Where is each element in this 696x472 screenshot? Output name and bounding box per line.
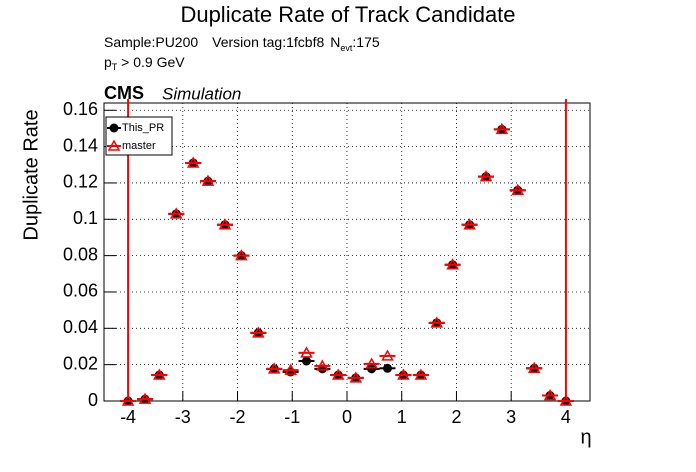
- marker: [235, 249, 248, 261]
- cut-info: pT > 0.9 GeV: [104, 54, 185, 73]
- marker: [316, 359, 329, 371]
- marker: [365, 357, 378, 369]
- plot-frame: [103, 102, 591, 402]
- y-tick-label: 0: [88, 390, 98, 410]
- y-tick-label: 0.1: [73, 208, 98, 228]
- marker: [218, 218, 232, 230]
- marker: [107, 139, 121, 151]
- marker: [383, 363, 392, 373]
- legend-label: This_PR: [122, 122, 164, 134]
- x-tick-label: 3: [506, 407, 516, 427]
- x-tick-label: 0: [342, 407, 352, 427]
- marker: [201, 174, 215, 186]
- x-tick-label: 2: [451, 407, 461, 427]
- x-tick-label: -3: [175, 407, 191, 427]
- version: Version tag:1fcbf8: [212, 34, 324, 50]
- marker: [169, 207, 183, 219]
- marker: [381, 349, 394, 361]
- legend-box: [105, 116, 173, 156]
- marker: [463, 218, 476, 230]
- marker: [559, 394, 573, 406]
- marker: [121, 394, 135, 406]
- sample-info: Sample:PU200 Version tag:1fcbf8 Nevt:175: [104, 34, 380, 54]
- n-value: :175: [352, 34, 379, 50]
- marker: [446, 258, 459, 270]
- y-tick-label: 0.16: [63, 99, 98, 119]
- n-sub: evt: [340, 43, 353, 53]
- cut-sub: T: [112, 62, 118, 72]
- x-axis-label: η: [580, 426, 591, 448]
- y-tick-label: 0.12: [63, 172, 98, 192]
- marker: [153, 368, 166, 380]
- marker: [397, 368, 410, 380]
- y-tick-label: 0.04: [63, 317, 98, 337]
- chart-title: Duplicate Rate of Track Candidate: [180, 2, 515, 27]
- marker: [302, 356, 311, 366]
- marker: [331, 368, 345, 380]
- marker: [430, 316, 444, 328]
- marker: [367, 364, 377, 374]
- cut-rest: > 0.9 GeV: [117, 54, 185, 70]
- y-tick-label: 0.06: [63, 281, 98, 301]
- y-axis-label: Duplicate Rate: [20, 109, 42, 240]
- legend-label: master: [122, 140, 156, 152]
- marker: [138, 392, 152, 404]
- cms-label: CMS: [104, 83, 144, 103]
- x-tick-label: -4: [120, 407, 136, 427]
- x-tick-label: 4: [561, 407, 571, 427]
- y-tick-label: 0.08: [63, 244, 98, 264]
- marker: [349, 371, 363, 383]
- marker: [267, 362, 281, 374]
- marker: [414, 368, 428, 380]
- marker: [186, 156, 200, 168]
- simulation-label: Simulation: [162, 84, 241, 103]
- marker: [527, 361, 541, 374]
- x-tick-label: -1: [284, 407, 300, 427]
- marker: [284, 363, 297, 375]
- y-tick-label: 0.14: [63, 135, 98, 155]
- y-tick-label: 0.02: [63, 353, 98, 373]
- marker: [495, 122, 509, 135]
- marker: [543, 389, 557, 401]
- sample: Sample:PU200: [104, 34, 198, 50]
- x-tick-label: -2: [230, 407, 246, 427]
- marker: [511, 183, 525, 195]
- n-label: N: [330, 34, 340, 50]
- x-tick-label: 1: [397, 407, 407, 427]
- marker: [252, 326, 265, 338]
- marker: [479, 170, 493, 182]
- marker: [300, 346, 313, 358]
- cut-p: p: [104, 54, 112, 70]
- marker: [109, 123, 119, 133]
